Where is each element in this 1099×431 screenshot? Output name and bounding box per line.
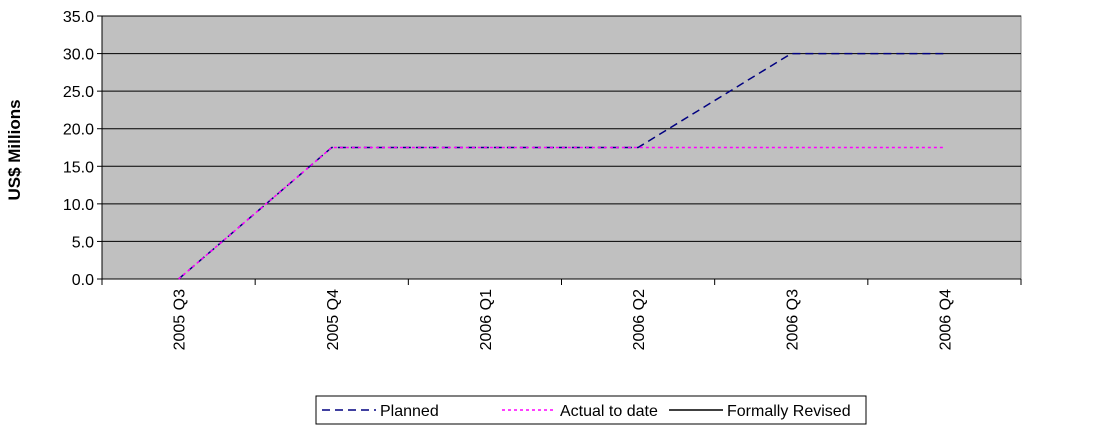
y-tick-label: 10.0 (63, 197, 94, 214)
y-tick-label: 20.0 (63, 122, 94, 139)
y-tick-label: 5.0 (72, 234, 94, 251)
legend-box (315, 395, 867, 425)
legend-label: Planned (380, 403, 439, 420)
x-axis: 2005 Q3 2005 Q4 2006 Q1 2006 Q2 2006 Q3 2006 … (101, 278, 1022, 350)
y-axis-label: US$ Millions (5, 99, 24, 200)
x-tick-label: 2006 Q3 (784, 289, 801, 350)
x-tick-label: 2006 Q4 (937, 289, 954, 350)
x-tick-label: 2006 Q1 (478, 289, 495, 350)
x-tick-label: 2005 Q4 (325, 289, 342, 350)
y-tick-label: 35.0 (63, 9, 94, 26)
x-tick-label: 2005 Q3 (172, 289, 189, 350)
legend-label: Actual to date (560, 403, 658, 420)
series-line-planned (178, 52, 945, 280)
y-tick-label: 30.0 (63, 47, 94, 64)
series-line-actual-to-date (178, 146, 945, 280)
y-tick-label: 0.0 (72, 272, 94, 289)
legend-label: Formally Revised (727, 403, 851, 420)
y-tick-label: 25.0 (63, 84, 94, 101)
x-tick-label: 2006 Q2 (631, 289, 648, 350)
series-lines (178, 52, 945, 280)
y-tick-label: 15.0 (63, 159, 94, 176)
legend: Planned Actual to date Formally Revised (315, 395, 867, 425)
y-axis: 0.0 5.0 10.0 15.0 20.0 25.0 30.0 35.0 (63, 9, 103, 289)
